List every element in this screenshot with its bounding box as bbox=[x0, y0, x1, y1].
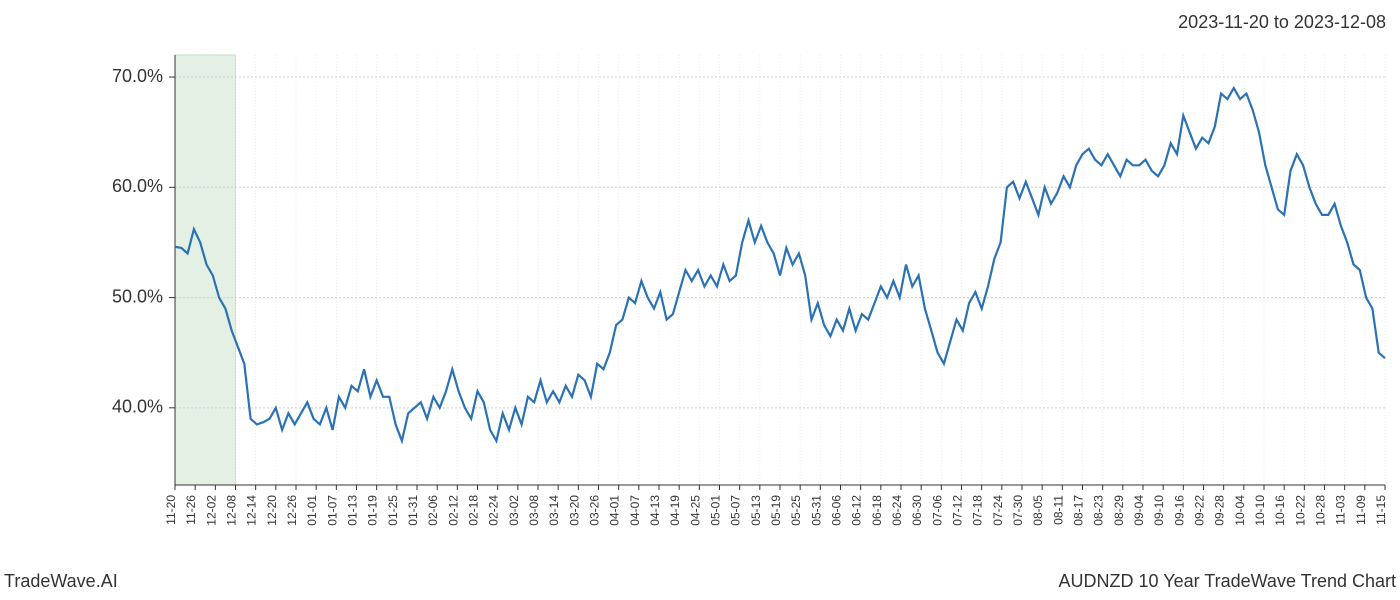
chart-container: 2023-11-20 to 2023-12-08 40.0% 50.0% 60.0%… bbox=[0, 0, 1400, 600]
svg-text:02-12: 02-12 bbox=[446, 495, 460, 526]
svg-text:01-31: 01-31 bbox=[406, 495, 420, 526]
svg-text:12-26: 12-26 bbox=[285, 495, 299, 526]
svg-text:05-31: 05-31 bbox=[809, 495, 823, 526]
footer-brand: TradeWave.AI bbox=[4, 571, 118, 592]
svg-text:04-13: 04-13 bbox=[648, 495, 662, 526]
svg-text:09-10: 09-10 bbox=[1152, 495, 1166, 526]
svg-text:05-01: 05-01 bbox=[709, 495, 723, 526]
svg-text:06-06: 06-06 bbox=[830, 495, 844, 526]
svg-text:09-16: 09-16 bbox=[1172, 495, 1186, 526]
svg-text:08-11: 08-11 bbox=[1051, 495, 1065, 525]
svg-text:12-02: 12-02 bbox=[204, 495, 218, 526]
svg-text:07-18: 07-18 bbox=[971, 495, 985, 526]
svg-text:08-23: 08-23 bbox=[1092, 495, 1106, 526]
svg-text:02-24: 02-24 bbox=[487, 495, 501, 526]
svg-text:03-02: 03-02 bbox=[507, 495, 521, 526]
svg-text:03-14: 03-14 bbox=[547, 495, 561, 526]
svg-text:11-26: 11-26 bbox=[184, 495, 198, 525]
svg-text:05-07: 05-07 bbox=[729, 495, 743, 526]
svg-text:07-06: 07-06 bbox=[930, 495, 944, 526]
svg-text:09-28: 09-28 bbox=[1213, 495, 1227, 526]
svg-text:06-24: 06-24 bbox=[890, 495, 904, 526]
svg-text:01-19: 01-19 bbox=[366, 495, 380, 526]
svg-text:12-08: 12-08 bbox=[225, 495, 239, 526]
svg-text:09-04: 09-04 bbox=[1132, 495, 1146, 526]
svg-text:07-30: 07-30 bbox=[1011, 495, 1025, 526]
svg-text:70.0%: 70.0% bbox=[112, 66, 163, 86]
svg-text:12-14: 12-14 bbox=[245, 495, 259, 526]
svg-text:08-17: 08-17 bbox=[1072, 495, 1086, 526]
svg-text:04-19: 04-19 bbox=[668, 495, 682, 526]
svg-text:10-28: 10-28 bbox=[1314, 495, 1328, 526]
svg-text:08-29: 08-29 bbox=[1112, 495, 1126, 526]
svg-text:07-12: 07-12 bbox=[951, 495, 965, 526]
svg-text:01-07: 01-07 bbox=[325, 495, 339, 526]
footer-chart-title: AUDNZD 10 Year TradeWave Trend Chart bbox=[1059, 571, 1396, 592]
svg-text:05-13: 05-13 bbox=[749, 495, 763, 526]
svg-text:03-26: 03-26 bbox=[588, 495, 602, 526]
svg-text:60.0%: 60.0% bbox=[112, 176, 163, 196]
svg-text:04-25: 04-25 bbox=[688, 495, 702, 526]
svg-text:06-30: 06-30 bbox=[910, 495, 924, 526]
svg-text:01-01: 01-01 bbox=[305, 495, 319, 526]
svg-text:05-19: 05-19 bbox=[769, 495, 783, 526]
svg-text:12-20: 12-20 bbox=[265, 495, 279, 526]
svg-text:10-16: 10-16 bbox=[1273, 495, 1287, 526]
svg-text:05-25: 05-25 bbox=[789, 495, 803, 526]
svg-text:04-01: 04-01 bbox=[608, 495, 622, 526]
svg-text:11-15: 11-15 bbox=[1374, 495, 1388, 525]
svg-text:06-12: 06-12 bbox=[850, 495, 864, 526]
date-range: 2023-11-20 to 2023-12-08 bbox=[1178, 12, 1386, 33]
svg-text:10-04: 10-04 bbox=[1233, 495, 1247, 526]
svg-text:03-20: 03-20 bbox=[567, 495, 581, 526]
svg-text:11-09: 11-09 bbox=[1354, 495, 1368, 525]
svg-text:11-20: 11-20 bbox=[164, 495, 178, 525]
svg-text:10-22: 10-22 bbox=[1293, 495, 1307, 526]
svg-text:08-05: 08-05 bbox=[1031, 495, 1045, 526]
svg-text:40.0%: 40.0% bbox=[112, 397, 163, 417]
svg-text:01-13: 01-13 bbox=[346, 495, 360, 526]
line-chart: 40.0% 50.0% 60.0% 70.0% 11-20 11-26 12-02 12-08… bbox=[0, 0, 1400, 560]
svg-text:10-10: 10-10 bbox=[1253, 495, 1267, 526]
svg-text:04-07: 04-07 bbox=[628, 495, 642, 526]
svg-text:06-18: 06-18 bbox=[870, 495, 884, 526]
svg-text:02-06: 02-06 bbox=[426, 495, 440, 526]
svg-text:09-22: 09-22 bbox=[1193, 495, 1207, 526]
svg-text:02-18: 02-18 bbox=[467, 495, 481, 526]
svg-text:07-24: 07-24 bbox=[991, 495, 1005, 526]
svg-text:03-08: 03-08 bbox=[527, 495, 541, 526]
svg-text:01-25: 01-25 bbox=[386, 495, 400, 526]
svg-text:50.0%: 50.0% bbox=[112, 286, 163, 306]
svg-text:11-03: 11-03 bbox=[1334, 495, 1348, 525]
